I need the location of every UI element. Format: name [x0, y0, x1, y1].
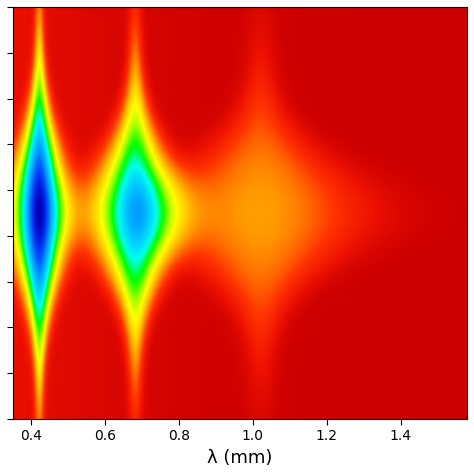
X-axis label: λ (mm): λ (mm)	[207, 449, 273, 467]
